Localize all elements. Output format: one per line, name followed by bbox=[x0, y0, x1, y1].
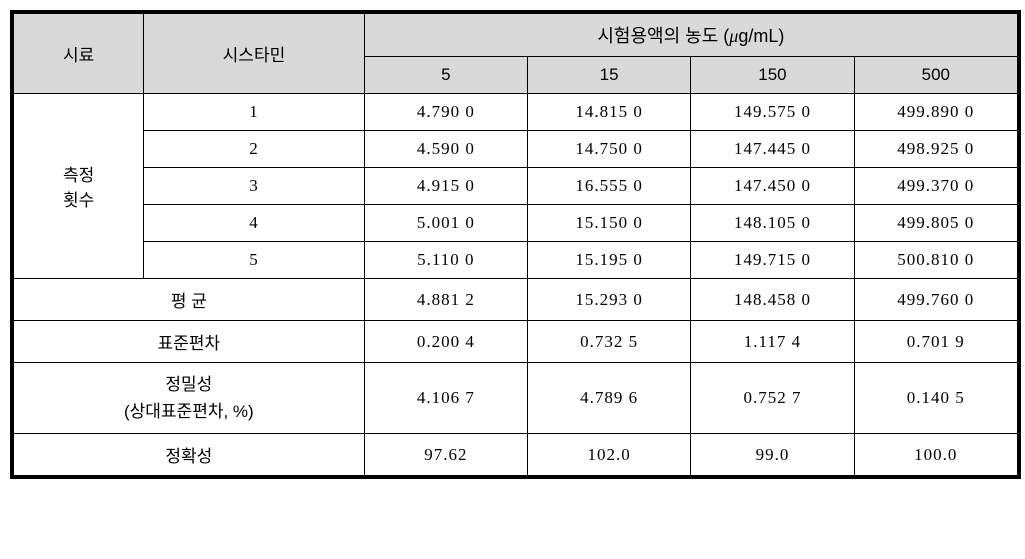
header-conc-150: 150 bbox=[691, 57, 854, 94]
header-row-1: 시료 시스타민 시험용액의 농도 (μg/mL) bbox=[14, 14, 1018, 57]
cell-label: 5 bbox=[144, 242, 364, 279]
cell-value: 500.810 0 bbox=[854, 242, 1017, 279]
cell-value: 1.117 4 bbox=[691, 321, 854, 363]
row-header-measure-count: 측정 횟수 bbox=[14, 94, 144, 279]
cell-value: 4.790 0 bbox=[364, 94, 527, 131]
cell-value: 147.445 0 bbox=[691, 131, 854, 168]
header-conc-15: 15 bbox=[527, 57, 690, 94]
data-table-container: 시료 시스타민 시험용액의 농도 (μg/mL) 5 15 150 500 측정… bbox=[10, 10, 1021, 479]
cell-value: 15.150 0 bbox=[527, 205, 690, 242]
cell-label: 3 bbox=[144, 168, 364, 205]
cell-value: 4.915 0 bbox=[364, 168, 527, 205]
table-row: 측정 횟수 1 4.790 0 14.815 0 149.575 0 499.8… bbox=[14, 94, 1018, 131]
header-conc-500: 500 bbox=[854, 57, 1017, 94]
table-row: 5 5.110 0 15.195 0 149.715 0 500.810 0 bbox=[14, 242, 1018, 279]
summary-row-accuracy: 정확성 97.62 102.0 99.0 100.0 bbox=[14, 434, 1018, 476]
cell-label: 2 bbox=[144, 131, 364, 168]
cell-value: 97.62 bbox=[364, 434, 527, 476]
cell-value: 4.881 2 bbox=[364, 279, 527, 321]
cell-value: 100.0 bbox=[854, 434, 1017, 476]
cell-value: 102.0 bbox=[527, 434, 690, 476]
cell-value: 148.458 0 bbox=[691, 279, 854, 321]
summary-label-mean: 평 균 bbox=[14, 279, 365, 321]
cell-value: 0.732 5 bbox=[527, 321, 690, 363]
cell-value: 4.789 6 bbox=[527, 363, 690, 434]
cell-value: 149.575 0 bbox=[691, 94, 854, 131]
row-header-text: 측정 횟수 bbox=[63, 166, 94, 210]
cell-value: 14.750 0 bbox=[527, 131, 690, 168]
cell-value: 499.805 0 bbox=[854, 205, 1017, 242]
table-row: 3 4.915 0 16.555 0 147.450 0 499.370 0 bbox=[14, 168, 1018, 205]
cell-value: 147.450 0 bbox=[691, 168, 854, 205]
cell-value: 499.890 0 bbox=[854, 94, 1017, 131]
summary-label-precision: 정밀성 (상대표준편차, %) bbox=[14, 363, 365, 434]
summary-row-stddev: 표준편차 0.200 4 0.732 5 1.117 4 0.701 9 bbox=[14, 321, 1018, 363]
cell-label: 4 bbox=[144, 205, 364, 242]
summary-label-accuracy: 정확성 bbox=[14, 434, 365, 476]
cell-value: 16.555 0 bbox=[527, 168, 690, 205]
cell-value: 4.106 7 bbox=[364, 363, 527, 434]
cell-value: 149.715 0 bbox=[691, 242, 854, 279]
cell-value: 14.815 0 bbox=[527, 94, 690, 131]
table-row: 2 4.590 0 14.750 0 147.445 0 498.925 0 bbox=[14, 131, 1018, 168]
summary-label-stddev: 표준편차 bbox=[14, 321, 365, 363]
cell-value: 0.140 5 bbox=[854, 363, 1017, 434]
header-conc-unit: g/mL) bbox=[738, 26, 784, 46]
cell-value: 0.701 9 bbox=[854, 321, 1017, 363]
table-row: 4 5.001 0 15.150 0 148.105 0 499.805 0 bbox=[14, 205, 1018, 242]
cell-value: 0.200 4 bbox=[364, 321, 527, 363]
cell-value: 498.925 0 bbox=[854, 131, 1017, 168]
cell-value: 499.370 0 bbox=[854, 168, 1017, 205]
cell-value: 0.752 7 bbox=[691, 363, 854, 434]
cell-value: 99.0 bbox=[691, 434, 854, 476]
cell-value: 15.195 0 bbox=[527, 242, 690, 279]
cell-value: 4.590 0 bbox=[364, 131, 527, 168]
cell-value: 15.293 0 bbox=[527, 279, 690, 321]
header-conc-text: 시험용액의 농도 ( bbox=[597, 26, 729, 46]
header-conc-5: 5 bbox=[364, 57, 527, 94]
cell-value: 148.105 0 bbox=[691, 205, 854, 242]
header-concentration-group: 시험용액의 농도 (μg/mL) bbox=[364, 14, 1017, 57]
header-sample: 시료 bbox=[14, 14, 144, 94]
cell-value: 5.001 0 bbox=[364, 205, 527, 242]
mu-symbol: μ bbox=[729, 26, 738, 46]
cell-value: 499.760 0 bbox=[854, 279, 1017, 321]
data-table: 시료 시스타민 시험용액의 농도 (μg/mL) 5 15 150 500 측정… bbox=[13, 13, 1018, 476]
summary-row-mean: 평 균 4.881 2 15.293 0 148.458 0 499.760 0 bbox=[14, 279, 1018, 321]
cell-value: 5.110 0 bbox=[364, 242, 527, 279]
header-cystamine: 시스타민 bbox=[144, 14, 364, 94]
summary-row-precision: 정밀성 (상대표준편차, %) 4.106 7 4.789 6 0.752 7 … bbox=[14, 363, 1018, 434]
cell-label: 1 bbox=[144, 94, 364, 131]
